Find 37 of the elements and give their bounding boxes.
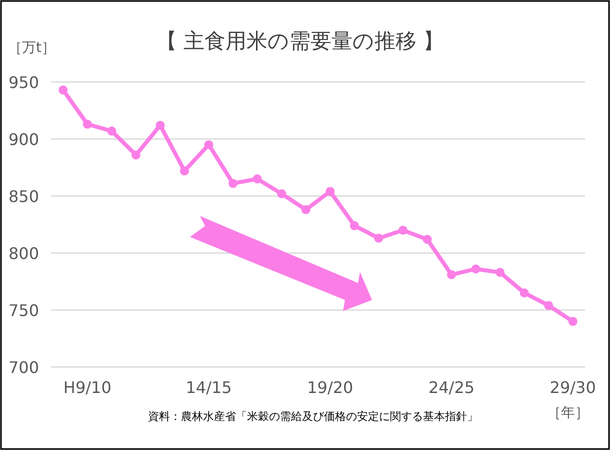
point xyxy=(326,186,335,196)
text: 資料：農林水産省「米穀の需給及び価格の安定に関する基本指針」 xyxy=(148,410,478,423)
x-tick-label: 14/15 xyxy=(186,378,232,397)
point xyxy=(447,270,456,280)
x-tick-label: 19/20 xyxy=(307,378,354,397)
point xyxy=(374,234,384,243)
x-tick-label: 29/30 xyxy=(550,378,596,397)
point xyxy=(82,120,92,129)
chart-title: 【 主食用米の需要量の推移 】 xyxy=(156,29,444,53)
x-axis-title: ［年］ xyxy=(547,405,589,421)
y-tick-label: 800 xyxy=(8,244,39,263)
point xyxy=(350,221,359,230)
point xyxy=(471,264,480,274)
point xyxy=(568,316,578,326)
point xyxy=(131,150,140,160)
point xyxy=(520,288,529,298)
point xyxy=(544,300,554,310)
point xyxy=(228,178,238,188)
point xyxy=(107,126,116,136)
point xyxy=(301,205,310,214)
point xyxy=(204,140,214,150)
point xyxy=(58,85,68,94)
point xyxy=(496,268,505,277)
point xyxy=(277,189,286,198)
point xyxy=(252,174,262,184)
y-axis-title: ［万t］ xyxy=(8,40,56,56)
y-tick-label: 700 xyxy=(8,358,39,377)
point xyxy=(180,166,189,176)
point xyxy=(422,234,432,244)
point xyxy=(156,120,165,130)
x-tick-label: 24/25 xyxy=(428,378,475,397)
y-tick-label: 850 xyxy=(8,187,39,206)
point xyxy=(398,226,408,235)
y-tick-label: 900 xyxy=(8,130,39,149)
y-tick-label: 750 xyxy=(8,301,39,320)
x-tick-label: H9/10 xyxy=(63,378,112,397)
y-tick-label: 950 xyxy=(8,73,39,92)
